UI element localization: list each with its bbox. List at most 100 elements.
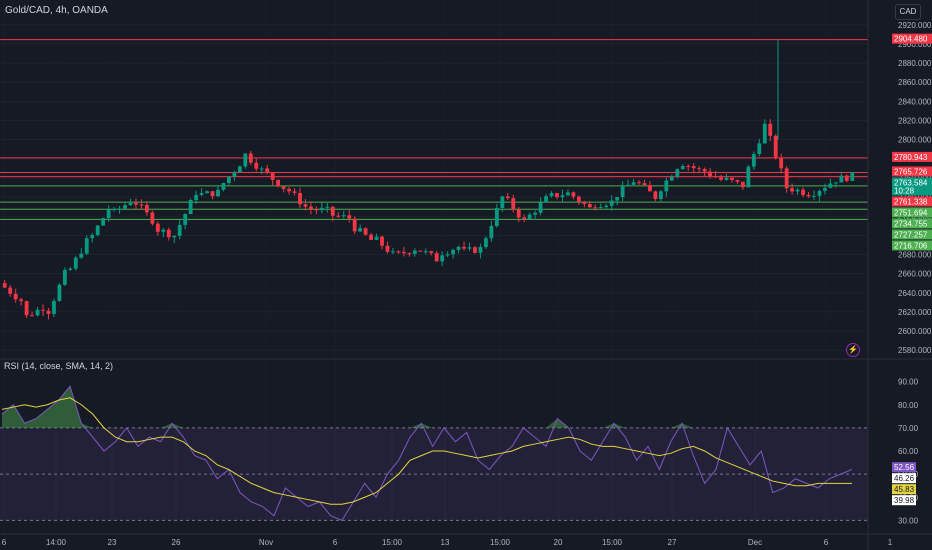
candle-body (708, 171, 713, 176)
candle-body (265, 168, 270, 173)
candle-body (735, 180, 740, 182)
rsi-tick-label: 30.00 (898, 516, 919, 525)
time-tick-label: 23 (108, 538, 117, 547)
rsi-value-label: 46.26 (894, 474, 915, 483)
candle-body (73, 257, 78, 269)
candle-body (724, 177, 729, 180)
time-tick-label: 15:00 (382, 538, 403, 547)
price-tick-label: 2600.000 (898, 327, 932, 336)
candle-body (194, 194, 199, 201)
time-tick-label: Dec (748, 538, 762, 547)
candle-body (773, 135, 778, 158)
candle-body (155, 223, 160, 232)
rsi-value-label: 52.56 (894, 463, 915, 472)
time-tick-label: 6 (824, 538, 829, 547)
price-level-label: 2716.706 (894, 241, 928, 250)
candle-body (538, 202, 543, 213)
price-level-label: 2904.480 (894, 35, 928, 44)
candle-body (172, 235, 177, 238)
candle-body (270, 172, 275, 180)
candle-body (445, 254, 450, 256)
price-tick-label: 2580.000 (898, 346, 932, 355)
candle-body (341, 215, 346, 217)
candle-body (117, 208, 122, 210)
candle-body (719, 177, 723, 180)
grid-lines (0, 24, 868, 351)
candle-body (801, 189, 805, 195)
rsi-tick-label: 60.00 (898, 447, 919, 456)
candle-body (806, 194, 811, 197)
price-tick-label: 2640.000 (898, 289, 932, 298)
candle-body (2, 283, 7, 288)
time-axis: 6 14:00 23 26 Nov 6 15:00 13 15:00 20 15:00 27 Dec 6 1 (2, 538, 893, 547)
lightning-icon[interactable]: ⚡ (846, 343, 860, 357)
candle-body (314, 209, 319, 211)
price-level-label-box (892, 166, 932, 177)
candle-body (593, 207, 598, 209)
price-tick-label: 2860.000 (898, 78, 932, 87)
price-level-label-box (892, 177, 932, 196)
candle-body (440, 255, 445, 262)
candle-body (90, 235, 95, 239)
candle-body (473, 247, 477, 253)
candle-body (57, 284, 62, 301)
price-level-label: 2734.755 (894, 219, 928, 228)
candle-body (576, 196, 581, 202)
candle-body (396, 251, 401, 253)
price-tick-label: 2920.000 (898, 21, 932, 30)
candle-body (401, 251, 406, 254)
price-level-label-box (892, 218, 932, 229)
price-level-label: 2727.257 (894, 230, 928, 239)
candle-body (478, 247, 483, 253)
candle-body (128, 202, 133, 206)
candle-body (702, 168, 707, 172)
price-level-label: 2761.338 (894, 197, 928, 206)
candle-body (112, 208, 117, 210)
candle-body (150, 212, 155, 224)
candle-body (418, 250, 423, 252)
candle-body (620, 186, 625, 197)
candle-body (631, 182, 636, 185)
currency-button[interactable]: CAD (895, 4, 921, 20)
candle-body (516, 209, 521, 218)
time-tick-label: 13 (441, 538, 450, 547)
candle-body (205, 191, 209, 194)
rsi-value-label-box (892, 462, 916, 473)
candle-body (227, 176, 231, 183)
candle-body (177, 224, 182, 236)
candle-body (527, 214, 532, 220)
candle-body (489, 226, 494, 239)
candle-body (309, 206, 313, 210)
candle-body (664, 180, 669, 192)
time-tick-label: 27 (668, 538, 677, 547)
candle-body (347, 215, 352, 219)
candle-body (609, 200, 614, 206)
candle-body (555, 193, 559, 198)
rsi-tick-label: 70.00 (898, 424, 919, 433)
candle-body (407, 253, 412, 255)
rsi-tick-label: 80.00 (898, 401, 919, 410)
candle-body (828, 183, 833, 188)
candle-body (248, 153, 253, 163)
candle-body (216, 189, 220, 197)
candle-body (363, 228, 368, 235)
candle-body (467, 247, 472, 249)
candle-body (571, 192, 576, 197)
candle-body (243, 153, 248, 167)
candle-body (790, 188, 795, 192)
candle-body (686, 166, 691, 168)
time-tick-label: 26 (172, 538, 181, 547)
candle-body (746, 166, 751, 188)
rsi-line (1, 385, 853, 521)
candle-body (451, 249, 456, 255)
candle-body (281, 186, 286, 190)
time-tick-label: 15:00 (490, 538, 511, 547)
candle-body (642, 183, 647, 186)
candle-body (483, 238, 488, 248)
candle-body (549, 193, 554, 197)
rsi-value-label: 45.83 (894, 485, 915, 494)
candle-body (587, 203, 592, 208)
candle-body (134, 202, 138, 205)
